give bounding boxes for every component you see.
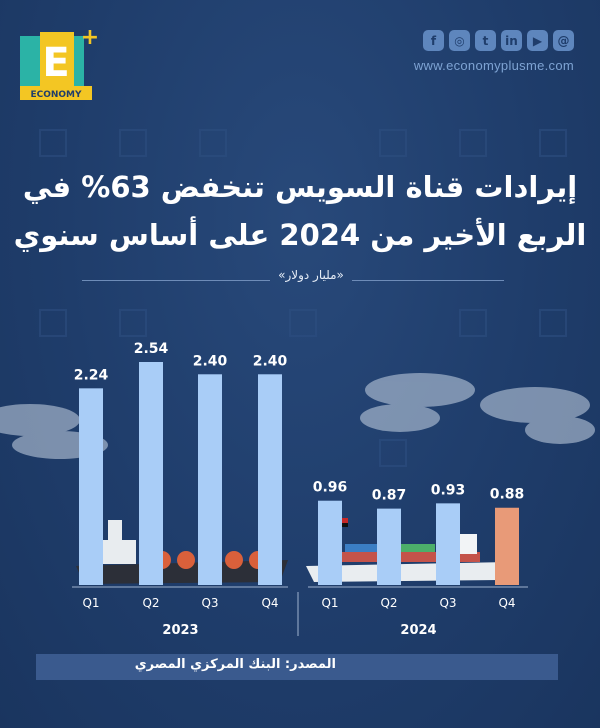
value-label-2024-q4: 0.88 [490,487,525,503]
instagram-icon[interactable]: ◎ [449,30,470,51]
linkedin-icon[interactable]: in [501,30,522,51]
unit-label: «مليار دولار» [278,268,344,282]
facebook-icon[interactable]: f [423,30,444,51]
threads-icon[interactable]: @ [553,30,574,51]
tick-label-2023-q1: Q1 [82,596,99,610]
bar-2024-q4 [495,507,519,585]
youtube-icon[interactable]: ▶ [527,30,548,51]
unit-rule-left [82,280,270,281]
tick-label-2023-q3: Q3 [201,596,218,610]
year-label-2023: 2023 [162,623,198,638]
tick-label-2024-q3: Q3 [439,596,456,610]
tick-label-2024-q1: Q1 [321,596,338,610]
bar-2023-q2 [139,362,163,585]
headline-line-2: الربع الأخير من 2024 على أساس سنوي [13,218,587,252]
website-link[interactable]: www.economyplusme.com [413,58,574,73]
value-label-2023-q4: 2.40 [253,353,288,369]
value-label-2023-q2: 2.54 [134,341,169,357]
value-label-2023-q1: 2.24 [74,367,109,383]
bar-2024-q2 [377,508,401,585]
value-label-2023-q3: 2.40 [193,353,228,369]
tick-label-2023-q2: Q2 [142,596,159,610]
value-label-2024-q2: 0.87 [372,488,407,504]
bar-2023-q1 [79,388,103,585]
value-label-2024-q3: 0.93 [431,482,466,498]
source-bar [36,654,558,680]
twitter-icon[interactable]: t [475,30,496,51]
bar-2023-q4 [258,374,282,585]
cargo-ship-2023-icon [76,520,288,584]
bar-2023-q3 [198,374,222,585]
tick-label-2024-q2: Q2 [380,596,397,610]
logo-letter: E [42,40,69,86]
logo-word: ECONOMY [30,90,82,100]
bar-2024-q1 [318,500,342,585]
year-label-2024: 2024 [400,623,436,638]
headline-line-1: إيرادات قناة السويس تنخفض 63% في [22,170,578,204]
bar-2024-q3 [436,503,460,585]
tick-label-2023-q4: Q4 [261,596,278,610]
tick-label-2024-q4: Q4 [498,596,515,610]
value-label-2024-q1: 0.96 [313,480,348,496]
economy-logo: E ECONOMY + [20,25,99,102]
social-links: f ◎ t in ▶ @ [423,30,574,51]
source-note: المصدر: البنك المركزي المصري [134,657,336,672]
unit-rule-right [352,280,504,281]
logo-plus: + [81,26,98,50]
